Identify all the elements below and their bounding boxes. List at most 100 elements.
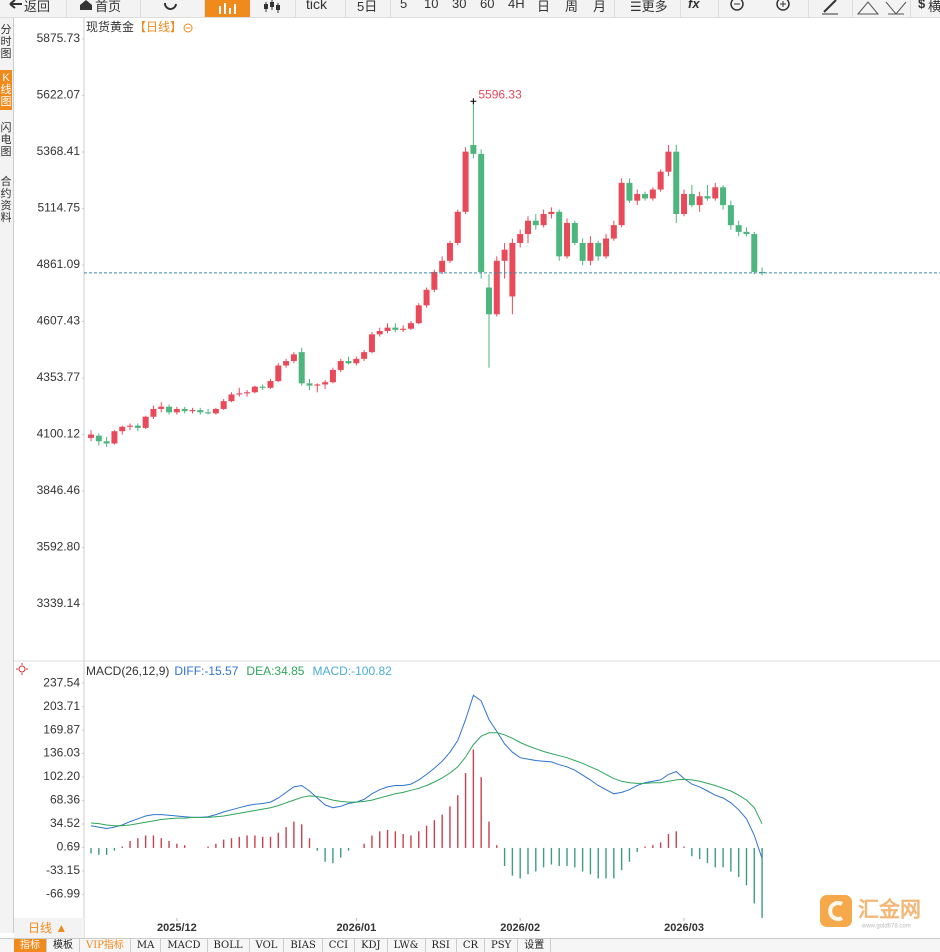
back-icon	[9, 0, 22, 9]
candle-body	[665, 151, 672, 172]
candle-body	[587, 242, 594, 261]
candle-body	[220, 401, 227, 409]
candle-body	[501, 249, 508, 261]
period-box	[14, 918, 84, 938]
side-tab[interactable]: 闪电图	[0, 122, 12, 158]
y-tick-label: 34.52	[50, 816, 80, 830]
y-tick-label: 5114.75	[38, 201, 81, 215]
candle-body	[439, 260, 446, 272]
candle-body	[759, 271, 766, 273]
candle-body	[564, 222, 571, 257]
tool-button[interactable]: 日	[537, 0, 551, 14]
home-icon	[80, 0, 92, 10]
kline-tab-active[interactable]	[205, 0, 250, 17]
x-tick-label: 2025/12	[157, 922, 197, 934]
legend-entry: DEA:34.85	[246, 664, 304, 678]
tool-button[interactable]: 60	[480, 0, 495, 11]
candle-body	[642, 193, 649, 199]
candle-body	[532, 220, 539, 226]
y-tick-label: 5622.07	[37, 88, 81, 102]
tool-button[interactable]: 5	[400, 0, 408, 11]
candle-body	[197, 410, 204, 413]
candle-body	[657, 171, 664, 190]
candle-body	[462, 151, 469, 212]
tool-button[interactable]: 4H	[508, 0, 525, 11]
tool-button[interactable]: tick	[306, 0, 327, 12]
indicator-tab[interactable]: MACD	[161, 939, 208, 952]
candle-body	[696, 196, 703, 206]
tool-button[interactable]: fx	[688, 0, 700, 11]
side-tabs: 分时图 K线图 闪电图 合约资料	[0, 18, 14, 933]
indicator-tab[interactable]: PSY	[485, 939, 519, 952]
candle-body	[743, 231, 750, 235]
candle-body	[205, 412, 212, 414]
settings-icon[interactable]	[16, 663, 28, 675]
side-tab[interactable]: 分时图	[0, 24, 12, 60]
indicator-tab[interactable]: MA	[131, 939, 162, 952]
candle-body	[329, 369, 336, 383]
triangle-up-icon[interactable]	[856, 1, 880, 15]
tool-button[interactable]: 周	[565, 0, 579, 14]
y-tick-label: 5368.41	[37, 144, 81, 158]
candle-body	[517, 234, 524, 243]
indicator-tab[interactable]: BOLL	[208, 939, 250, 952]
high-label: 5596.33	[478, 87, 522, 101]
indicator-tab[interactable]: BIAS	[284, 939, 323, 952]
candle-body	[111, 431, 118, 444]
side-tab-active[interactable]: K线图	[0, 70, 12, 110]
candle-body	[368, 334, 375, 353]
candle-body	[166, 406, 173, 413]
candle-body	[556, 211, 563, 257]
indicator-tab[interactable]: 设置	[518, 939, 552, 952]
candle-body	[212, 408, 219, 414]
candle-body	[142, 416, 149, 428]
tool-button[interactable]: 10	[424, 0, 439, 11]
candle-body	[353, 358, 360, 364]
tool-button[interactable]: 横	[928, 0, 940, 14]
candle-body	[127, 425, 134, 427]
candle-body	[345, 361, 352, 364]
candle-body	[524, 220, 531, 235]
candle-body	[88, 434, 95, 438]
tool-button[interactable]: 5日	[357, 0, 378, 14]
candle-body	[688, 193, 695, 206]
candle-body	[95, 435, 102, 442]
candle-body	[158, 406, 165, 409]
indicator-tab[interactable]: 模板	[47, 939, 80, 952]
indicator-tab[interactable]: VOL	[250, 939, 285, 952]
tool-button[interactable]: 首页	[95, 0, 122, 14]
indicator-tab[interactable]: KDJ	[355, 939, 388, 952]
indicator-tab[interactable]: CCI	[323, 939, 356, 952]
zoom-out-icon[interactable]	[730, 0, 744, 11]
indicator-tab[interactable]: VIP指标	[80, 939, 131, 952]
tool-button[interactable]: ☰更多	[630, 0, 668, 14]
candle-body	[259, 386, 266, 388]
tool-button[interactable]: 30	[452, 0, 467, 11]
candle-body	[681, 193, 688, 215]
tool-button[interactable]: 月	[593, 0, 607, 14]
indicator-tab[interactable]: RSI	[426, 939, 457, 952]
y-tick-label: 203.71	[43, 699, 80, 713]
candle-body	[720, 187, 727, 206]
zoom-in-icon[interactable]	[776, 0, 790, 11]
indicator-tab[interactable]: CR	[457, 939, 486, 952]
candle-body	[314, 384, 321, 386]
candle-body	[470, 144, 477, 154]
y-tick-label: 136.03	[43, 746, 80, 760]
candle-body	[134, 425, 141, 428]
indicator-tab[interactable]: LW&	[388, 939, 426, 952]
period-selector[interactable]: 日线 ▲	[28, 921, 67, 935]
tool-button[interactable]: 返回	[24, 0, 51, 14]
pen-icon[interactable]	[823, 0, 837, 13]
candle-body	[712, 187, 719, 199]
indicator-tab[interactable]: 指标	[14, 939, 47, 952]
toolbar-icons: $	[9, 0, 926, 17]
side-tab[interactable]: 合约资料	[0, 176, 12, 224]
macd-line	[90, 732, 763, 827]
candle-body	[493, 260, 500, 315]
candle-body	[392, 327, 399, 330]
candle-body	[119, 426, 126, 432]
candle-body	[618, 182, 625, 226]
